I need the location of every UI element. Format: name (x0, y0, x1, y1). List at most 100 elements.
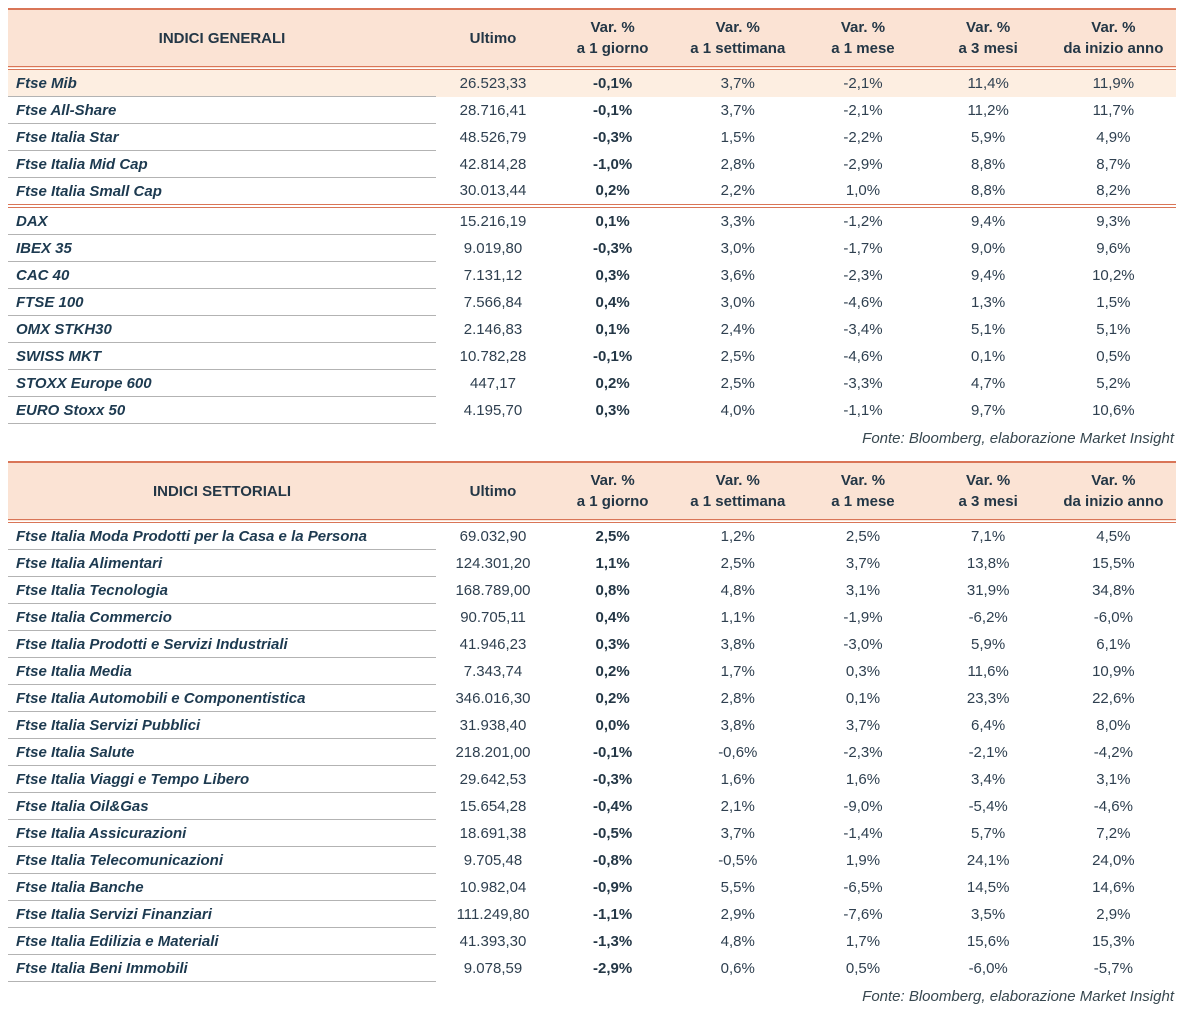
var-1day-value: 0,0% (595, 716, 630, 734)
var-1day-value: -1,1% (593, 905, 633, 923)
sector-indices-table: INDICI SETTORIALI Ultimo Var. % a 1 giorno V… (8, 461, 1176, 982)
var-1week-value: -0,5% (718, 851, 758, 869)
var-ytd-value: 10,6% (1092, 401, 1135, 419)
table-row: Ftse Italia Edilizia e Materiali 41.393,3… (8, 927, 1176, 955)
var-1day-value: 0,3% (595, 266, 630, 284)
var-1week-value: 3,8% (720, 635, 755, 653)
var-1day-value: 0,8% (595, 581, 630, 599)
index-name: SWISS MKT (8, 342, 436, 370)
index-name: OMX STKH30 (8, 315, 436, 343)
table-row: OMX STKH30 2.146,83 0,1% 2,4% -3,4% 5,1% 5,1% (8, 315, 1176, 343)
ultimo-value: 41.946,23 (459, 635, 527, 653)
general-indices-table: INDICI GENERALI Ultimo Var. % a 1 giorno Var… (8, 8, 1176, 424)
var-1week-value: 4,8% (720, 581, 755, 599)
ultimo-value: 4.195,70 (463, 401, 523, 419)
var-ytd-value: 0,5% (1096, 347, 1131, 365)
ultimo-value: 447,17 (470, 374, 516, 392)
var-1month-value: -1,2% (800, 204, 926, 235)
index-name: Ftse Italia Commercio (8, 603, 436, 631)
table-row: Ftse Italia Star 48.526,79 -0,3% 1,5% -2,2% 5… (8, 123, 1176, 151)
var-3months-value: 3,4% (971, 770, 1006, 788)
var-1week-value: 1,7% (720, 662, 755, 680)
var-1week-value: 2,5% (720, 347, 755, 365)
table-row: Ftse Italia Alimentari 124.301,20 1,1% 2,5%… (8, 549, 1176, 577)
var-1month-value: 0,5% (845, 959, 881, 977)
column-header: Var. % a 1 mese (800, 8, 926, 70)
ultimo-value: 26.523,33 (436, 68, 550, 97)
var-3months-value: 1,3% (971, 293, 1006, 311)
column-header: Var. % da inizio anno (1050, 461, 1176, 523)
index-name: Ftse Italia Alimentari (8, 549, 436, 577)
var-1day-value: -0,3% (593, 239, 633, 257)
table-row: Ftse Italia Automobili e Componentistica… (8, 684, 1176, 712)
index-name: Ftse Italia Servizi Pubblici (8, 711, 436, 739)
var-3months-value: 0,1% (971, 347, 1006, 365)
table-row: Ftse Italia Moda Prodotti per la Casa e … (8, 521, 1176, 550)
var-ytd-value: -4,6% (1093, 797, 1133, 815)
table-row: Ftse Italia Banche 10.982,04 -0,9% 5,5% -6,5… (8, 873, 1176, 901)
ultimo-value: 168.789,00 (455, 581, 531, 599)
source-note: Fonte: Bloomberg, elaborazione Market In… (862, 430, 1174, 447)
var-1day-value: 0,4% (595, 293, 630, 311)
var-1day-value: -0,9% (593, 878, 633, 896)
column-header: Var. % a 1 settimana (675, 461, 801, 523)
var-3months-value: 3,5% (971, 905, 1006, 923)
ultimo-value: 48.526,79 (459, 128, 527, 146)
var-1day-value: 0,2% (595, 662, 630, 680)
var-1day-value: -1,0% (593, 155, 633, 173)
var-1day-value: 0,1% (550, 204, 676, 235)
table-row: Ftse Italia Commercio 90.705,11 0,4% 1,1% -1… (8, 603, 1176, 631)
var-1month-value: 3,7% (845, 554, 881, 572)
table-row: DAX 15.216,19 0,1% 3,3% -1,2% 9,4% 9,3% (8, 204, 1176, 235)
var-1month-value: -2,1% (843, 101, 883, 119)
var-3months-value: 11,6% (967, 662, 1009, 680)
var-1week-value: 0,6% (720, 959, 755, 977)
ultimo-value: 2.146,83 (463, 320, 523, 338)
var-ytd-value: 11,9% (1050, 68, 1176, 97)
var-1day-value: 0,2% (595, 689, 630, 707)
ultimo-value: 9.078,59 (463, 959, 523, 977)
table-row: Ftse Italia Media 7.343,74 0,2% 1,7% 0,3% 11,… (8, 657, 1176, 685)
index-name: Ftse Italia Moda Prodotti per la Casa e … (8, 521, 436, 550)
var-1month-value: -6,5% (843, 878, 883, 896)
var-1day-value: -0,1% (593, 101, 633, 119)
var-3months-value: -6,2% (968, 608, 1008, 626)
var-1month-value: -2,3% (843, 266, 883, 284)
table-row: Ftse Italia Tecnologia 168.789,00 0,8% 4,8%… (8, 576, 1176, 604)
var-1week-value: 5,5% (720, 878, 755, 896)
column-header: Var. % a 1 settimana (675, 8, 801, 70)
var-1week-value: 4,0% (720, 401, 755, 419)
var-ytd-value: 34,8% (1092, 581, 1135, 599)
index-name: EURO Stoxx 50 (8, 396, 436, 424)
var-1week-value: 3,6% (720, 266, 755, 284)
header-row: INDICI SETTORIALI Ultimo Var. % a 1 giorno V… (8, 461, 1176, 523)
index-name: Ftse Italia Automobili e Componentistica (8, 684, 436, 712)
index-name: Ftse All-Share (8, 96, 436, 124)
var-1month-value: -2,2% (843, 128, 883, 146)
var-1week-value: 2,1% (720, 797, 755, 815)
var-ytd-value: 4,5% (1096, 527, 1131, 545)
var-ytd-value: 4,9% (1096, 128, 1131, 146)
index-name: Ftse Italia Edilizia e Materiali (8, 927, 436, 955)
ultimo-value: 69.032,90 (459, 527, 527, 545)
var-3months-value: 24,1% (966, 851, 1010, 869)
var-1day-value: -0,4% (593, 797, 633, 815)
header-row: INDICI GENERALI Ultimo Var. % a 1 giorno Var… (8, 8, 1176, 70)
var-3months-value: 31,9% (966, 581, 1010, 599)
var-ytd-value: 6,1% (1096, 635, 1131, 653)
ultimo-value: 9.705,48 (463, 851, 523, 869)
var-ytd-value: 5,2% (1096, 374, 1131, 392)
index-name: STOXX Europe 600 (8, 369, 436, 397)
var-ytd-value: 9,3% (1050, 204, 1176, 235)
var-1month-value: -2,1% (800, 68, 926, 97)
var-3months-value: -2,1% (968, 743, 1008, 761)
table-row: FTSE 100 7.566,84 0,4% 3,0% -4,6% 1,3% 1,5% (8, 288, 1176, 316)
index-name: FTSE 100 (8, 288, 436, 316)
var-1week-value: 4,8% (720, 932, 755, 950)
var-ytd-value: 14,6% (1092, 878, 1135, 896)
ultimo-value: 90.705,11 (460, 608, 526, 626)
table-row: Ftse Italia Servizi Finanziari 111.249,80… (8, 900, 1176, 928)
ultimo-value: 124.301,20 (455, 554, 531, 572)
ultimo-value: 29.642,53 (459, 770, 527, 788)
ultimo-value: 18.691,38 (459, 824, 527, 842)
